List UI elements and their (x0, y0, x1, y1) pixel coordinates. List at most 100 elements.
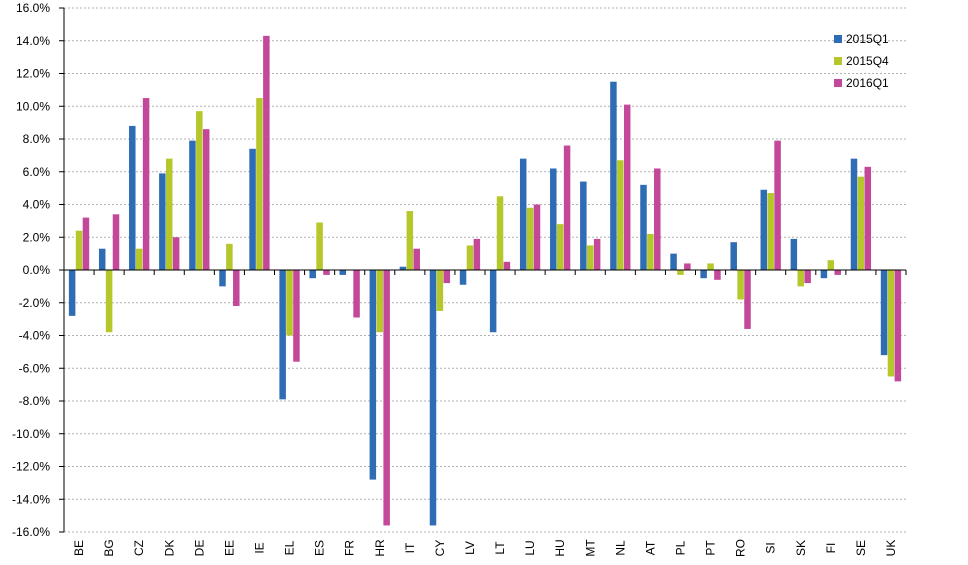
x-tick-label: BG (102, 539, 116, 556)
bar-2015Q1-PL (670, 253, 677, 271)
bar-2015Q4-IE (256, 98, 263, 270)
bar-2015Q1-HR (369, 270, 377, 480)
y-tick-labels: 16.0% 14.0% 12.0% 10.0% 8.0% 6.0% 4.0% 2.0% 0.0%… (12, 1, 50, 539)
bar-2015Q4-LV (466, 245, 474, 270)
bar-2015Q4-BE (75, 230, 83, 270)
x-tick-label: PL (673, 540, 687, 555)
bar-2015Q4-EL (286, 270, 293, 336)
bar-2016Q1-BG (112, 214, 120, 270)
bar-2016Q1-DE (202, 129, 210, 270)
bar-2016Q1-HU (563, 145, 571, 270)
x-tick-label: NL (613, 540, 627, 556)
bar-2015Q1-MT (580, 181, 587, 270)
bar-2016Q1-CY (443, 270, 451, 284)
bar-2015Q1-CZ (129, 125, 136, 271)
legend-label-2016Q1: 2016Q1 (846, 76, 889, 90)
bar-2016Q1-PL (684, 263, 691, 270)
bar-2015Q1-CY (429, 270, 437, 526)
bar-2015Q1-IE (249, 148, 256, 270)
bar-2016Q1-ES (323, 270, 330, 275)
bar-2015Q4-MT (587, 245, 594, 270)
bar-2015Q1-IT (399, 266, 407, 270)
bar-2015Q4-SI (767, 193, 774, 270)
x-tick-label: HR (373, 539, 387, 557)
bar-2016Q1-NL (623, 104, 631, 270)
bar-2015Q1-DK (159, 173, 166, 270)
bar-2015Q1-HU (550, 168, 557, 270)
x-tick-label: FR (343, 540, 357, 556)
bar-2015Q4-UK (887, 270, 895, 377)
y-tick-label: 4.0% (23, 198, 51, 212)
bar-2016Q1-FI (834, 270, 841, 275)
bar-2015Q1-PT (700, 270, 707, 279)
bar-2015Q4-NL (617, 160, 624, 270)
y-tick-label: 10.0% (16, 99, 50, 113)
bar-2015Q1-BG (98, 248, 106, 270)
bar-2016Q1-BE (82, 217, 90, 270)
bar-2016Q1-IT (413, 248, 420, 270)
x-tick-label: PT (704, 540, 718, 556)
y-tick-label: -6.0% (19, 361, 51, 375)
y-tick-label: -8.0% (19, 394, 51, 408)
bar-2016Q1-UK (894, 270, 902, 382)
bar-2016Q1-MT (593, 238, 601, 270)
x-tick-label: LU (523, 540, 537, 555)
x-tick-label: EL (283, 540, 297, 555)
bar-2015Q4-FI (827, 260, 835, 270)
bar-2015Q4-LU (526, 207, 534, 270)
bar-2015Q4-EE (226, 243, 233, 270)
bar-2016Q1-LU (533, 204, 541, 270)
bar-2016Q1-LV (473, 238, 481, 270)
x-tick-label: CZ (132, 540, 146, 556)
bar-2015Q1-LU (519, 158, 527, 270)
bar-2015Q1-SK (790, 238, 798, 270)
y-tick-label: -2.0% (19, 296, 51, 310)
bar-2015Q4-ES (316, 222, 323, 270)
y-tick-label: -10.0% (12, 427, 50, 441)
x-tick-label: LT (493, 541, 507, 555)
bar-2015Q1-BE (68, 270, 76, 316)
bar-2015Q4-CZ (135, 248, 143, 270)
bar-2015Q4-SK (797, 270, 804, 287)
bar-2015Q1-NL (610, 81, 617, 270)
bar-2015Q1-RO (730, 242, 737, 270)
bars (68, 35, 902, 526)
y-tick-label: -14.0% (12, 492, 50, 506)
x-tick-label: DK (162, 540, 176, 557)
bar-2015Q4-IT (406, 211, 414, 270)
x-tick-label: DE (192, 540, 206, 557)
legend-swatch-2015Q1 (834, 35, 842, 43)
bar-2015Q1-AT (640, 184, 647, 270)
y-tick-label: 16.0% (16, 1, 50, 15)
x-tick-label: EE (222, 540, 236, 556)
x-tick-label: CY (433, 540, 447, 557)
y-tick-label: 8.0% (23, 132, 51, 146)
x-tick-label: SE (854, 540, 868, 556)
bar-2016Q1-FR (353, 270, 360, 318)
bar-2016Q1-CZ (142, 98, 150, 270)
bar-2015Q4-BG (105, 270, 113, 333)
bar-2016Q1-PT (714, 270, 721, 280)
x-tick-label: SI (764, 542, 778, 553)
bar-2015Q1-SI (760, 189, 768, 270)
bar-2015Q4-HR (376, 270, 383, 333)
bar-2015Q4-PL (677, 270, 684, 275)
bar-2016Q1-SI (774, 140, 781, 270)
bar-2015Q4-DE (196, 111, 203, 270)
x-tick-label: AT (643, 540, 657, 555)
x-tick-label: RO (734, 539, 748, 557)
bar-2016Q1-HR (383, 270, 390, 526)
x-tick-label: UK (884, 540, 898, 557)
bar-2016Q1-LT (503, 261, 511, 270)
x-tick-labels: BE BG CZ DK DE EE IE EL ES FR HR IT CY LV LT LU HU MT NL AT… (72, 539, 898, 557)
bar-2015Q4-RO (737, 270, 744, 300)
y-tick-label: 6.0% (23, 165, 51, 179)
bar-2016Q1-SE (864, 166, 872, 270)
y-tick-label: 14.0% (16, 34, 50, 48)
x-tick-label: FI (824, 543, 838, 554)
y-tick-label: -4.0% (19, 329, 51, 343)
bar-2015Q4-SE (857, 176, 865, 270)
y-tick-label: -16.0% (12, 525, 50, 539)
bar-2015Q1-EL (279, 270, 286, 400)
